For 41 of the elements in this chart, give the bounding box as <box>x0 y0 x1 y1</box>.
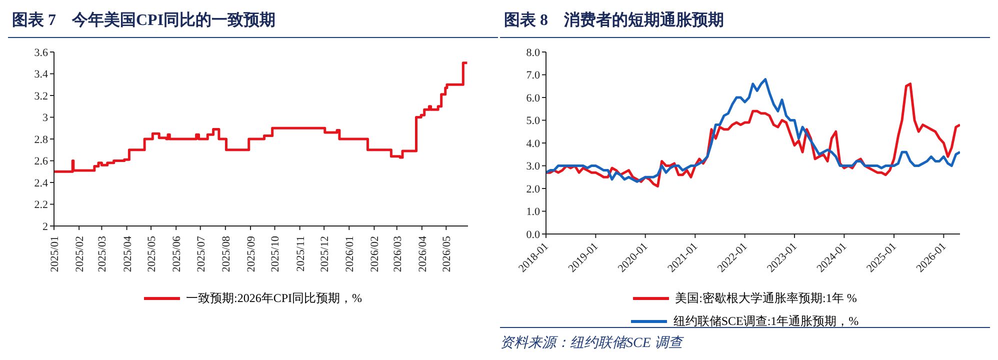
x-tick-label: 2025/05 <box>146 236 158 272</box>
y-tick-label: 3.2 <box>34 90 48 102</box>
y-tick-label: 3.4 <box>34 68 48 81</box>
x-tick-label: 2026/04 <box>416 236 429 272</box>
y-tick-label: 1.0 <box>526 206 540 218</box>
y-tick-label: 0.0 <box>526 228 540 241</box>
y-tick-label: 7.0 <box>526 70 540 82</box>
y-tick-label: 2.2 <box>34 199 48 212</box>
y-tick-label: 2.0 <box>526 183 540 196</box>
x-tick-label: 2025/04 <box>122 236 134 272</box>
y-tick-label: 3 <box>42 112 48 124</box>
y-tick-label: 2 <box>42 220 48 233</box>
y-tick-label: 8.0 <box>526 46 540 59</box>
x-tick-label: 2026/01 <box>344 236 356 272</box>
x-tick-label: 2025/02 <box>74 236 86 272</box>
legend-label: 美国:密歇根大学通胀率预期:1年 % <box>675 290 857 307</box>
x-tick-label: 2025/06 <box>171 236 184 272</box>
y-tick-label: 2.6 <box>34 156 48 168</box>
y-tick-label: 4.0 <box>526 138 540 150</box>
x-tick-label: 2025/01 <box>49 236 61 272</box>
chart-title: 图表 7 今年美国CPI同比的一致预期 <box>8 8 498 38</box>
y-tick-label: 2.4 <box>34 177 48 190</box>
x-tick-label: 2025/08 <box>220 236 232 272</box>
y-tick-label: 6.0 <box>526 92 540 104</box>
x-tick-label: 2026/03 <box>392 236 404 272</box>
x-tick-label: 2025/12 <box>319 236 332 272</box>
x-tick-label: 2025/07 <box>195 236 208 272</box>
y-tick-label: 2.8 <box>34 134 48 146</box>
legend-label: 一致预期:2026年CPI同比预期，% <box>186 290 362 307</box>
y-tick-label: 3.6 <box>34 46 48 59</box>
text: 资料来源：纽约联储SCE 调查 <box>500 327 990 352</box>
x-tick-label: 2025/03 <box>96 236 109 272</box>
x-tick-label: 2026/02 <box>369 236 382 272</box>
legend-label: 纽约联储SCE调查:1年通胀预期，% <box>673 313 859 330</box>
y-tick-label: 3.0 <box>526 160 540 173</box>
x-tick-label: 2026/05 <box>441 236 454 272</box>
y-tick-label: 5.0 <box>526 115 540 128</box>
x-tick-label: 2025/11 <box>294 236 307 272</box>
x-tick-label: 2025/09 <box>245 236 258 272</box>
chart-title: 图表 8 消费者的短期通胀预期 <box>500 8 990 38</box>
x-tick-label: 2025/10 <box>270 236 282 272</box>
